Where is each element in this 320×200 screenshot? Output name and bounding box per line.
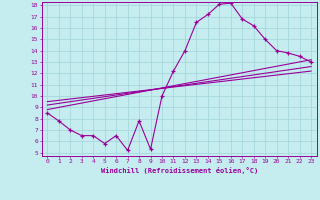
X-axis label: Windchill (Refroidissement éolien,°C): Windchill (Refroidissement éolien,°C): [100, 167, 258, 174]
